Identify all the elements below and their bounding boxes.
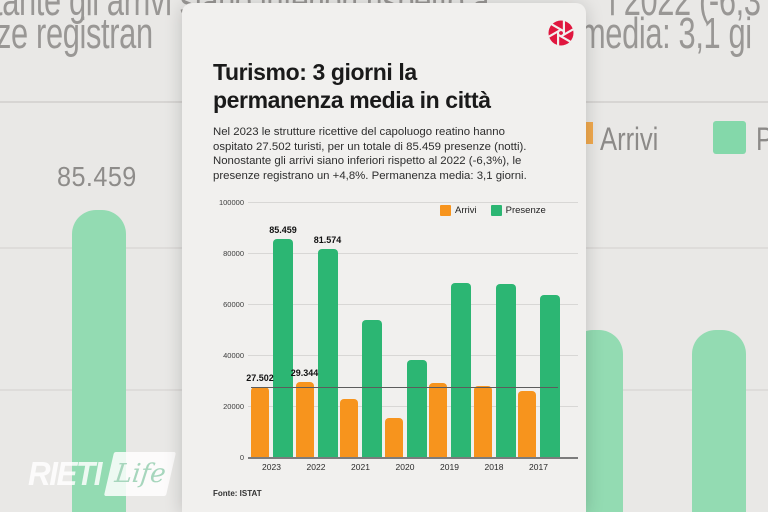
chart-legend: Arrivi Presenze xyxy=(440,205,546,216)
x-axis-tick-label: 2018 xyxy=(484,462,504,472)
bar-chart: Arrivi Presenze 0 20000 40000 60000 80000 1000… xyxy=(182,3,586,512)
title-line-1: Turismo: 3 giorni la xyxy=(213,59,417,85)
y-axis-tick-label: 40000 xyxy=(223,350,244,360)
bg-text-line2-right: media: 3,1 gi xyxy=(580,9,752,58)
legend-swatch-arrivi xyxy=(440,205,451,216)
x-axis-tick-label: 2022 xyxy=(306,462,326,472)
bg-legend-arrivi-label: Arrivi xyxy=(600,121,659,157)
bar-arrivi-2018 xyxy=(473,385,492,457)
bar-presenze-2021 xyxy=(362,319,382,457)
data-label-presenze-2022: 81.574 xyxy=(313,234,342,245)
x-axis-tick-label: 2020 xyxy=(395,462,415,472)
bg-green-bar xyxy=(692,330,746,512)
y-gridline xyxy=(248,304,578,305)
bar-presenze-2020 xyxy=(406,359,427,457)
y-gridline xyxy=(248,355,578,356)
bar-presenze-2018 xyxy=(495,284,516,457)
y-axis-tick-label: 100000 xyxy=(218,197,244,207)
bar-presenze-2023 xyxy=(273,239,293,457)
bg-legend-presenze-swatch xyxy=(713,121,746,154)
bg-legend-arrivi-swatch xyxy=(586,122,593,144)
y-gridline xyxy=(248,253,578,254)
data-label-arrivi-2022: 29.344 xyxy=(290,368,319,379)
aperture-icon xyxy=(548,20,574,46)
body-line: Nel 2023 le strutture ricettive del capo… xyxy=(213,126,505,138)
bg-text-line2-left: ze registran xyxy=(0,9,153,58)
x-axis-tick-label: 2017 xyxy=(529,462,548,472)
bg-value-label: 85.459 xyxy=(57,161,137,192)
bar-arrivi-2022 xyxy=(295,382,314,457)
source-label: Fonte: ISTAT xyxy=(213,489,262,498)
title-line-2: permanenza media in città xyxy=(213,87,491,113)
y-axis-tick-label: 80000 xyxy=(223,248,244,258)
page-title: Turismo: 3 giorni la permanenza media in… xyxy=(213,58,491,114)
logo-rieti-text: RIETI xyxy=(28,455,102,492)
y-axis-tick-label: 0 xyxy=(239,452,244,462)
legend-swatch-presenze xyxy=(490,205,502,216)
data-label-presenze-2023: 85.459 xyxy=(269,225,297,236)
legend-label-arrivi: Arrivi xyxy=(455,205,477,216)
bg-legend-presenze-label: P xyxy=(756,121,768,158)
y-axis-tick-label: 20000 xyxy=(223,401,244,411)
bar-arrivi-2023 xyxy=(251,386,269,457)
legend-label-presenze: Presenze xyxy=(505,205,546,216)
y-gridline xyxy=(248,202,578,203)
x-axis-tick-label: 2019 xyxy=(440,462,459,472)
bar-presenze-2019 xyxy=(451,282,471,457)
x-axis-tick-label: 2023 xyxy=(262,462,281,472)
y-gridline xyxy=(248,457,578,459)
bar-presenze-2022 xyxy=(317,248,338,457)
infographic-card: Turismo: 3 giorni la permanenza media in… xyxy=(182,3,586,512)
bar-arrivi-2020 xyxy=(384,417,403,457)
intro-paragraph: Nel 2023 le strutture ricettive del capo… xyxy=(213,125,569,183)
reference-line xyxy=(251,386,558,388)
body-line: Nonostante gli arrivi siano inferiori ri… xyxy=(213,155,522,168)
data-label-arrivi-2023: 27.502 xyxy=(246,372,274,383)
y-axis-tick-label: 60000 xyxy=(223,299,244,309)
x-axis-tick-label: 2021 xyxy=(351,462,370,472)
rieti-life-watermark-logo: RIETI Life xyxy=(28,452,176,496)
logo-life-text: Life xyxy=(112,459,168,489)
bar-arrivi-2021 xyxy=(340,399,358,457)
logo-life-box: Life xyxy=(103,452,176,496)
bar-presenze-2017 xyxy=(540,295,560,457)
body-line: presenze registrano un +4,8%. Permanenza… xyxy=(213,169,527,182)
body-line: ospitato 27.502 turisti, per un totale d… xyxy=(213,140,527,153)
bar-arrivi-2017 xyxy=(518,390,536,457)
bar-arrivi-2019 xyxy=(429,383,447,457)
bg-text-line1-right: l 2022 (-6,3 xyxy=(609,0,761,25)
legend-item-arrivi: Arrivi xyxy=(440,205,477,216)
legend-item-presenze: Presenze xyxy=(490,205,546,216)
